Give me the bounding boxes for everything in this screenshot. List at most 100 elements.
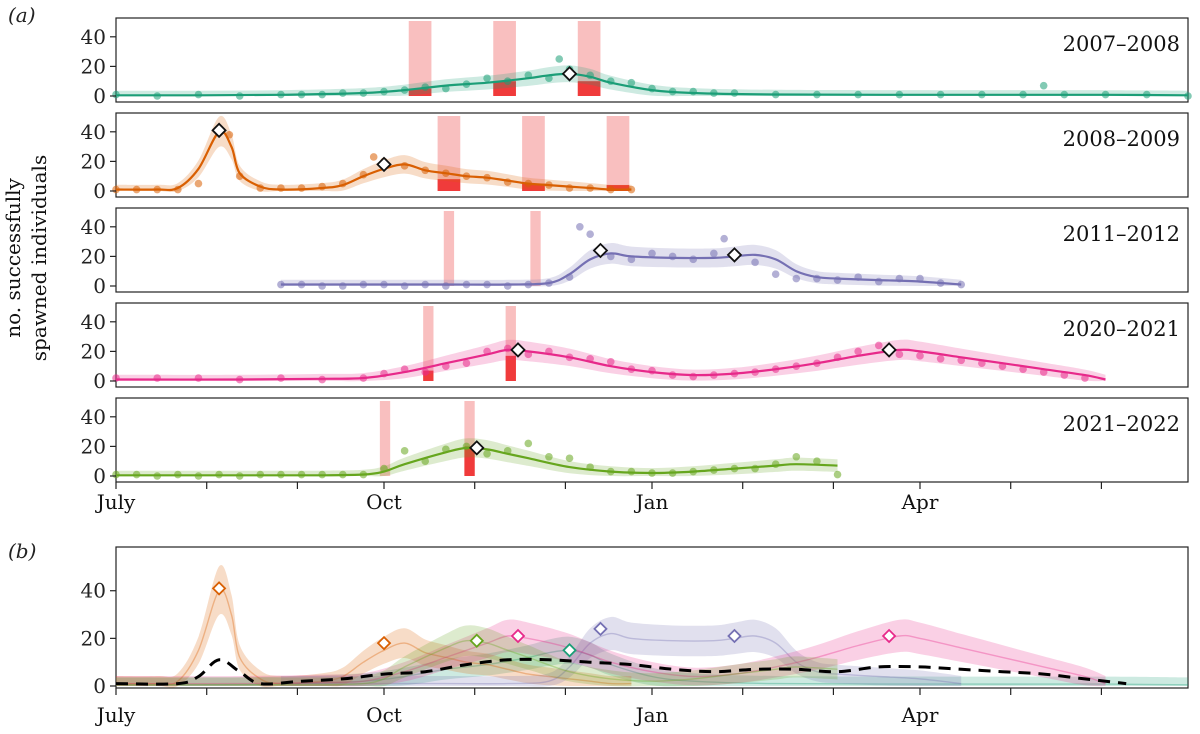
panel-b-frame: [115, 546, 1189, 689]
warm-period-bar: [464, 401, 475, 476]
warm-period-bar: [443, 211, 455, 286]
fitted-curve: [280, 252, 962, 286]
warm-period-bar: [423, 306, 434, 381]
y-axis-title-line2: spawned individuals: [27, 155, 51, 361]
peak-marker: [726, 247, 743, 263]
y-tick-label: 0: [93, 274, 106, 298]
data-point: [277, 184, 285, 192]
overlay-peak-marker: [510, 628, 526, 644]
data-point: [400, 447, 409, 455]
data-point: [854, 347, 862, 356]
data-point: [916, 352, 924, 360]
data-point: [627, 78, 636, 87]
data-point: [369, 153, 378, 161]
data-point: [813, 457, 821, 466]
data-point: [318, 282, 326, 290]
overlay-peak-marker: [562, 643, 577, 658]
season-label: 2021–2022: [1063, 412, 1180, 436]
y-axis-title-line1: no. successfully: [1, 178, 25, 338]
data-point: [586, 230, 594, 238]
facet-2011–2012: 0 20 40 2011–2012: [81, 207, 1189, 298]
warm-period-fill: [423, 370, 434, 381]
warm-period-bar: [606, 116, 630, 191]
peak-marker: [561, 66, 578, 82]
confidence-band: [116, 438, 838, 477]
y-tick-label: 20: [81, 434, 106, 458]
data-point: [462, 359, 471, 368]
y-tick-label: 40: [81, 405, 106, 429]
overlay-peak-marker: [881, 628, 897, 644]
data-point: [400, 162, 409, 170]
data-point: [751, 258, 759, 267]
data-point: [421, 368, 430, 376]
facet-frame: [115, 397, 1189, 483]
overlay-peak-marker: [469, 633, 485, 649]
facet-2007–2008: 0 20 40 2007–2008: [81, 17, 1192, 108]
overlay-band: [116, 565, 632, 688]
warm-period-fill: [493, 81, 516, 96]
data-point: [720, 234, 728, 243]
data-point: [648, 249, 656, 258]
x-tick-label: Jan: [634, 703, 669, 727]
panel-a-label: (a): [8, 3, 36, 27]
overlay-curve: [116, 639, 838, 686]
y-tick-label: 40: [81, 120, 106, 144]
y-tick-label: 20: [81, 149, 106, 173]
facet-frame: [115, 112, 1189, 198]
data-point: [194, 179, 203, 188]
data-point: [895, 350, 904, 359]
warm-period-bar: [522, 116, 545, 191]
fitted-curve: [116, 446, 838, 477]
facet-2020–2021: 0 20 40 2020–2021: [81, 302, 1189, 393]
warm-period-fill: [577, 81, 601, 96]
warm-period-bar: [379, 401, 391, 476]
fitted-curve: [115, 348, 1106, 381]
data-point: [957, 280, 966, 289]
warm-period-fill: [606, 185, 630, 191]
y-tick-label: 0: [93, 84, 106, 108]
data-point: [792, 274, 801, 283]
data-point: [524, 439, 533, 448]
overlay-band: [116, 625, 838, 687]
data-point: [545, 452, 553, 461]
y-tick-label: 40: [81, 25, 106, 49]
y-tick-label: 0: [93, 674, 106, 698]
data-point: [689, 372, 698, 381]
peak-marker: [376, 156, 392, 173]
data-point: [503, 282, 512, 290]
peak-marker: [592, 242, 609, 259]
data-point: [338, 282, 347, 290]
data-point: [874, 277, 883, 286]
y-tick-label: 20: [81, 54, 106, 78]
data-point: [442, 282, 450, 290]
x-tick-label: Oct: [366, 703, 402, 727]
y-tick-label: 20: [81, 339, 106, 363]
warm-period-bar: [505, 306, 516, 381]
panel-b-label: (b): [8, 539, 36, 563]
season-label: 2020–2021: [1063, 317, 1180, 341]
y-tick-label: 40: [81, 215, 106, 239]
warm-period-bar: [493, 21, 516, 96]
y-tick-label: 0: [93, 179, 106, 203]
x-axis-a: July Oct Jan Apr: [95, 482, 1103, 514]
overlay-peak-marker: [593, 621, 608, 637]
data-point: [576, 223, 584, 231]
data-point: [771, 270, 780, 278]
overlay-peak-marker: [376, 635, 392, 651]
warm-period-fill: [408, 88, 432, 96]
data-point: [792, 452, 801, 461]
peak-marker: [468, 440, 485, 456]
data-point: [297, 184, 306, 192]
x-tick-label: Oct: [366, 490, 402, 514]
y-tick-label: 0: [93, 369, 106, 393]
data-point: [689, 255, 698, 264]
data-point: [606, 357, 615, 366]
overlay-plot: 0 20 40 July Oct Jan Apr: [81, 546, 1189, 727]
data-point: [400, 282, 409, 290]
warm-period-bar: [530, 211, 541, 286]
data-point: [936, 355, 945, 363]
data-point: [874, 341, 883, 350]
warm-period-fill: [505, 355, 516, 381]
overlay-curve: [280, 632, 962, 685]
